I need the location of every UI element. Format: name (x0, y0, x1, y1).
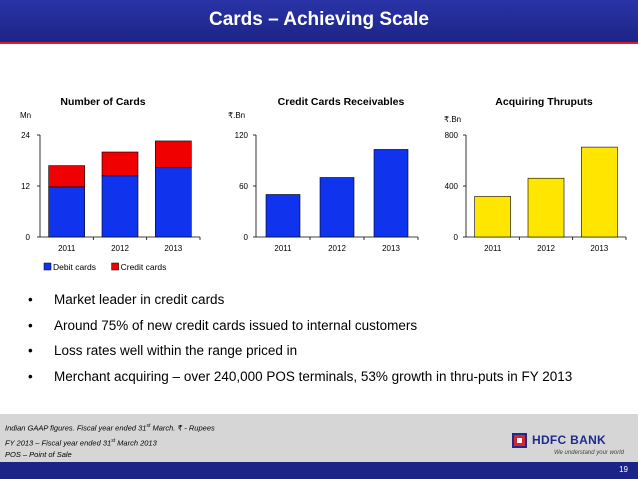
y-tick-label: 400 (445, 182, 459, 191)
bar (373, 149, 409, 238)
bullet-text: Loss rates well within the range priced … (54, 343, 298, 358)
page-number-bar: 19 (0, 462, 638, 479)
y-tick-label: 12 (21, 182, 30, 191)
footnote-fy: FY 2013 – Fiscal year ended 31st March 2… (5, 437, 157, 448)
legend-swatch (43, 262, 52, 271)
chart-unit-label: ₹.Bn (444, 115, 461, 124)
y-tick-label: 800 (445, 131, 459, 140)
bullet-text: Merchant acquiring – over 240,000 POS te… (54, 368, 573, 384)
bar (155, 167, 192, 238)
bullet-text: Around 75% of new credit cards issued to… (54, 317, 418, 333)
y-tick-label: 0 (26, 233, 31, 242)
logo-bank-name: HDFC BANK (532, 433, 607, 447)
bullet-list: • Market leader in credit cards • Around 7… (28, 292, 628, 394)
legend-label: Debit cards (53, 262, 96, 272)
bar (474, 196, 511, 238)
bullet-item: • Market leader in credit cards (28, 292, 628, 318)
bar (48, 165, 85, 188)
hdfc-logo-icon (512, 433, 527, 448)
chart-title: Credit Cards Receivables (278, 96, 405, 108)
y-tick-label: 24 (21, 131, 30, 140)
bullet-item: • Loss rates well within the range priced… (28, 343, 628, 369)
bar (101, 151, 139, 177)
bar (265, 194, 301, 238)
y-tick-label: 0 (244, 233, 249, 242)
bar (581, 146, 618, 238)
x-tick-label: 2011 (274, 244, 292, 253)
bar (101, 175, 139, 238)
bullet-dot: • (28, 368, 33, 384)
hdfc-bank-logo: HDFC BANK We understand your world (512, 432, 630, 458)
bar (319, 177, 355, 238)
footer: Indian GAAP figures. Fiscal year ended 3… (0, 414, 638, 479)
x-tick-label: 2012 (328, 244, 346, 253)
bar (527, 177, 565, 238)
slide-title: Cards – Achieving Scale (208, 9, 429, 30)
bullet-item: • Merchant acquiring – over 240,000 POS t… (28, 369, 628, 395)
bar (48, 186, 85, 238)
bullet-dot: • (28, 343, 33, 358)
y-tick-label: 60 (239, 182, 248, 191)
x-tick-label: 2013 (590, 244, 608, 253)
footnote-gaap: Indian GAAP figures. Fiscal year ended 3… (5, 423, 215, 433)
bullet-dot: • (28, 317, 33, 333)
x-tick-label: 2011 (484, 244, 502, 253)
x-tick-label: 2011 (58, 244, 76, 253)
charts-area: Number of Cards Mn 0 12 24 2011 2012 2013 Debit … (20, 96, 627, 272)
title-bar: Cards – Achieving Scale (0, 0, 638, 44)
footnote-pos: POS – Point of Sale (5, 450, 72, 459)
x-tick-label: 2013 (382, 244, 400, 253)
chart-title: Number of Cards (60, 96, 145, 108)
footnotes: Indian GAAP figures. Fiscal year ended 3… (5, 420, 215, 461)
page-number: 19 (619, 465, 628, 474)
legend-swatch (111, 262, 119, 271)
x-tick-label: 2012 (111, 244, 129, 253)
bar (155, 140, 192, 169)
legend-label: Credit cards (121, 262, 167, 272)
bullet-item: • Around 75% of new credit cards issued t… (28, 318, 628, 344)
y-tick-label: 0 (454, 233, 459, 242)
logo-tagline: We understand your world (554, 450, 624, 456)
bullet-text: Market leader in credit cards (54, 292, 225, 307)
x-tick-label: 2013 (164, 244, 182, 253)
x-tick-label: 2012 (537, 244, 555, 253)
y-tick-label: 120 (235, 131, 249, 140)
chart-title: Acquiring Thruputs (495, 96, 593, 108)
bullet-dot: • (28, 292, 33, 307)
chart-unit-label: ₹.Bn (228, 111, 245, 120)
chart-unit-label: Mn (20, 111, 31, 120)
